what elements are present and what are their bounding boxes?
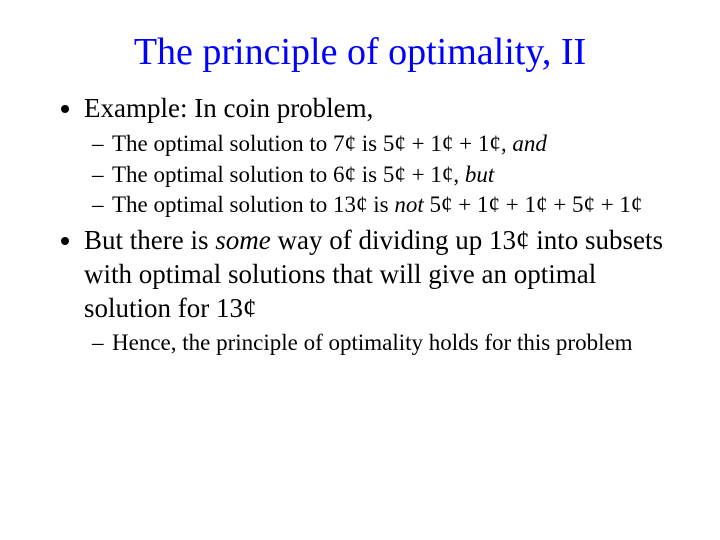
- bullet-2: But there is some way of dividing up 13¢…: [84, 224, 672, 358]
- slide: The principle of optimality, II Example:…: [0, 0, 720, 386]
- slide-title: The principle of optimality, II: [48, 30, 672, 74]
- bullet-1-sublist: The optimal solution to 7¢ is 5¢ + 1¢ + …: [84, 130, 672, 220]
- bullet-2-sub-1-text: Hence, the principle of optimality holds…: [112, 330, 633, 355]
- bullet-1-sub-1-b: and: [512, 131, 547, 156]
- bullet-1-text: Example: In coin problem,: [84, 93, 373, 123]
- bullet-1: Example: In coin problem, The optimal so…: [84, 92, 672, 220]
- bullet-1-sub-2-a: The optimal solution to 6¢ is 5¢ + 1¢,: [112, 162, 465, 187]
- bullet-list: Example: In coin problem, The optimal so…: [48, 92, 672, 358]
- bullet-1-sub-3-b: not: [394, 192, 423, 217]
- bullet-2-sub-1: Hence, the principle of optimality holds…: [112, 329, 672, 358]
- bullet-1-sub-3: The optimal solution to 13¢ is not 5¢ + …: [112, 191, 672, 220]
- bullet-1-sub-3-a: The optimal solution to 13¢ is: [112, 192, 394, 217]
- bullet-1-sub-2: The optimal solution to 6¢ is 5¢ + 1¢, b…: [112, 161, 672, 190]
- bullet-2-b: some: [215, 225, 271, 255]
- bullet-2-a: But there is: [84, 225, 215, 255]
- bullet-2-sublist: Hence, the principle of optimality holds…: [84, 329, 672, 358]
- bullet-1-sub-2-b: but: [465, 162, 494, 187]
- bullet-1-sub-1-a: The optimal solution to 7¢ is 5¢ + 1¢ + …: [112, 131, 512, 156]
- bullet-1-sub-1: The optimal solution to 7¢ is 5¢ + 1¢ + …: [112, 130, 672, 159]
- bullet-1-sub-3-c: 5¢ + 1¢ + 1¢ + 5¢ + 1¢: [424, 192, 643, 217]
